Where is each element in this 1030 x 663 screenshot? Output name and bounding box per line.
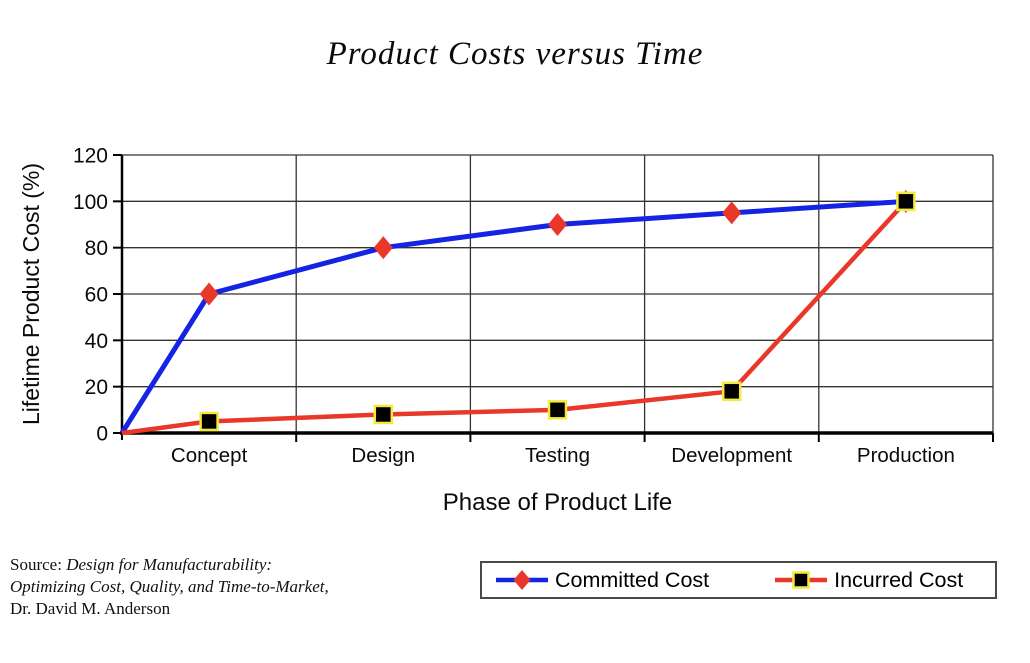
svg-text:100: 100 bbox=[73, 191, 108, 214]
svg-text:Development: Development bbox=[671, 444, 792, 467]
svg-text:40: 40 bbox=[85, 330, 108, 353]
incurred-cost-line-marker-icon bbox=[775, 571, 828, 589]
svg-text:20: 20 bbox=[85, 376, 108, 399]
svg-text:Production: Production bbox=[857, 444, 955, 467]
legend-item-committed-cost: Committed Cost bbox=[494, 567, 709, 593]
svg-text:Concept: Concept bbox=[171, 444, 248, 467]
x-axis-title: Phase of Product Life bbox=[442, 489, 673, 516]
legend: Committed Cost Incurred Cost bbox=[480, 561, 997, 599]
svg-text:Testing: Testing bbox=[525, 444, 590, 467]
source-prefix: Source: bbox=[10, 555, 67, 574]
legend-label-committed-cost: Committed Cost bbox=[555, 567, 710, 592]
source-work-title-2: Optimizing Cost, Quality, and Time-to-Ma… bbox=[10, 577, 329, 596]
source-note: Source: Design for Manufacturability: Op… bbox=[10, 554, 329, 620]
svg-text:60: 60 bbox=[85, 284, 108, 307]
chart-title: Product Costs versus Time bbox=[326, 36, 704, 72]
legend-label-incurred-cost: Incurred Cost bbox=[834, 567, 964, 592]
committed-cost-line-marker-icon bbox=[496, 570, 548, 590]
svg-text:120: 120 bbox=[73, 145, 108, 168]
source-work-title-1: Design for Manufacturability: bbox=[66, 555, 273, 574]
svg-text:Design: Design bbox=[351, 444, 415, 467]
source-author: Dr. David M. Anderson bbox=[10, 599, 171, 618]
svg-text:0: 0 bbox=[96, 423, 108, 446]
y-axis-label: Lifetime Product Cost (%) bbox=[18, 162, 44, 426]
legend-item-incurred-cost: Incurred Cost bbox=[773, 567, 963, 593]
svg-text:80: 80 bbox=[85, 237, 108, 260]
source-line-1: Source: Design for Manufacturability: bbox=[10, 554, 329, 576]
